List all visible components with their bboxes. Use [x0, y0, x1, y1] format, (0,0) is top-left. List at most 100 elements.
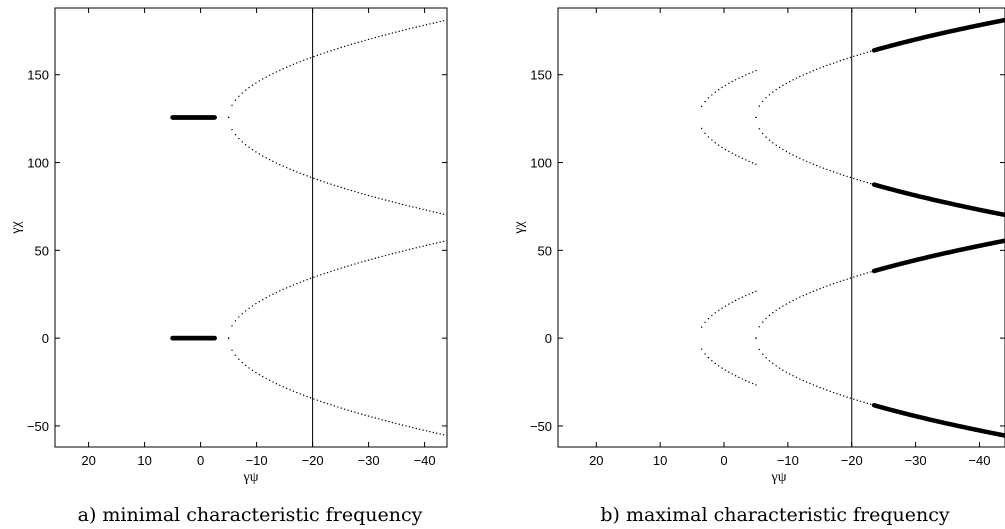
dotted-point [795, 156, 798, 158]
dotted-point [384, 254, 387, 257]
dotted-point [371, 37, 373, 40]
dotted-point [785, 150, 788, 153]
dotted-point [391, 32, 394, 34]
dotted-point [429, 430, 431, 433]
dotted-point [775, 144, 777, 146]
dotted-point [721, 146, 723, 149]
dotted-point [405, 425, 407, 427]
dotted-point [442, 20, 445, 22]
dotted-point [347, 44, 349, 47]
dotted-point [238, 137, 240, 140]
dotted-point [401, 424, 404, 426]
dotted-point [302, 394, 305, 396]
dotted-point [255, 82, 257, 84]
dotted-point [816, 289, 818, 291]
y-tick-label: 50 [538, 243, 552, 258]
dotted-point [768, 314, 771, 317]
dotted-point [704, 353, 706, 355]
dotted-point [846, 396, 848, 398]
x-tick-label: 20 [81, 453, 95, 468]
dotted-point [843, 174, 845, 177]
dotted-point [398, 251, 400, 253]
dotted-point [337, 47, 339, 50]
dotted-point [755, 163, 757, 165]
dotted-point [415, 427, 417, 430]
dotted-point [347, 188, 349, 191]
dotted-point [272, 72, 274, 75]
dotted-point [398, 423, 400, 425]
dotted-point [829, 169, 831, 172]
dotted-point [809, 162, 811, 164]
plot-frame [54, 7, 448, 448]
dotted-point [432, 431, 435, 434]
dotted-point [711, 139, 713, 141]
dotted-point [799, 75, 801, 78]
dotted-point [296, 171, 298, 173]
dotted-point [772, 312, 774, 314]
dotted-point [275, 162, 278, 164]
dotted-point [728, 82, 730, 85]
dotted-point [836, 393, 838, 395]
dotted-point [792, 79, 794, 81]
dotted-point [792, 154, 794, 156]
dotted-point [795, 77, 798, 79]
dotted-point [381, 255, 383, 258]
dotted-point [853, 398, 855, 400]
dotted-point [789, 301, 791, 303]
dotted-point [395, 31, 397, 33]
dotted-point [241, 313, 243, 315]
dotted-point [789, 80, 791, 83]
panel-caption: a) minimal characteristic frequency [78, 504, 423, 526]
dotted-point [333, 269, 336, 272]
dotted-point [255, 371, 257, 374]
dotted-point [422, 429, 424, 431]
dotted-point [738, 298, 740, 300]
dotted-point [296, 282, 298, 285]
dotted-point [234, 320, 237, 322]
dotted-point [822, 167, 825, 169]
y-tick-label: −50 [27, 419, 49, 434]
dotted-point [425, 209, 428, 211]
dotted-point [863, 52, 865, 54]
dotted-point [741, 157, 744, 160]
dotted-point [234, 133, 237, 136]
dotted-point [741, 75, 744, 78]
dotted-point [748, 160, 750, 163]
dotted-point [832, 171, 835, 173]
dotted-point [870, 271, 872, 273]
dotted-point [378, 197, 380, 199]
dotted-point [313, 276, 315, 278]
dotted-point [856, 399, 858, 401]
y-axis-label: γχ [512, 221, 527, 235]
dotted-point [758, 105, 761, 107]
dotted-point [422, 24, 424, 27]
dotted-point [313, 55, 315, 58]
dotted-point [238, 316, 240, 318]
panel-caption: b) maximal characteristic frequency [600, 504, 950, 526]
dotted-point [343, 45, 346, 48]
y-axis-label: γχ [9, 221, 24, 235]
dotted-point [745, 379, 747, 382]
dotted-point [819, 67, 821, 69]
dotted-point [704, 321, 706, 323]
dotted-point [279, 69, 281, 71]
dotted-point [809, 71, 811, 73]
dotted-point [360, 40, 363, 43]
dotted-point [700, 127, 703, 130]
dotted-point [350, 264, 353, 266]
dotted-point [748, 72, 750, 75]
dotted-point [738, 156, 740, 158]
dotted-point [347, 409, 349, 411]
dotted-point [234, 354, 237, 357]
dotted-point [299, 172, 301, 174]
dotted-point [258, 373, 261, 376]
dotted-point [721, 307, 723, 309]
dotted-point [856, 275, 858, 277]
dotted-point [778, 146, 781, 149]
dotted-point [812, 384, 815, 386]
dotted-point [805, 293, 808, 295]
dotted-point [870, 50, 872, 53]
dotted-point [384, 420, 387, 422]
